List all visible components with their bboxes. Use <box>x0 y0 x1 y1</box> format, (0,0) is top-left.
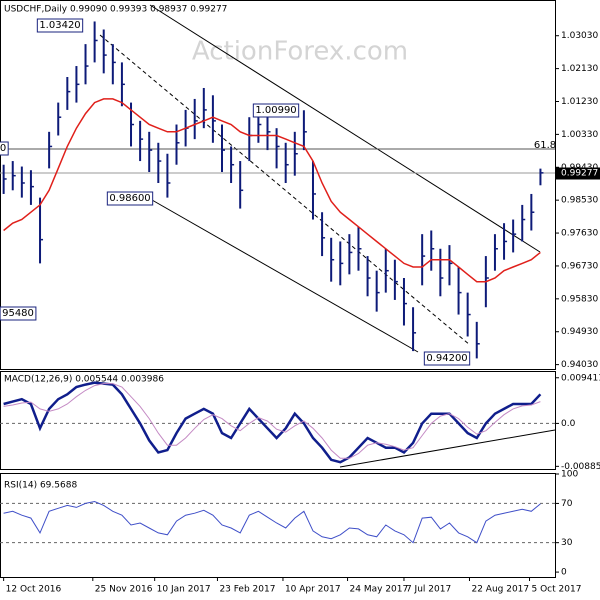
x-tick-label: 12 Oct 2016 <box>6 585 62 595</box>
x-tick-label: 5 Oct 2017 <box>532 585 582 595</box>
annotation: 0.98600 <box>109 193 150 204</box>
y-tick-label: 100 <box>561 470 578 480</box>
y-tick-label: 0.94930 <box>561 327 598 337</box>
series-line <box>3 381 542 464</box>
x-tick-label: 24 May 2017 <box>350 585 409 595</box>
y-tick-label: 1.01230 <box>561 97 598 107</box>
x-tick-label: 10 Jan 2017 <box>157 585 211 595</box>
y-tick-label: 1.00330 <box>561 130 598 140</box>
annotation-box <box>106 191 154 206</box>
annotation: 61.8 <box>534 140 556 151</box>
x-tick-label: 10 Apr 2017 <box>285 585 341 595</box>
channel-upper <box>149 4 541 253</box>
annotation-box <box>0 306 37 321</box>
annotation: 0 <box>0 143 6 154</box>
y-tick-label: 0.98530 <box>561 196 598 206</box>
annotation-box <box>423 351 471 366</box>
annotation: 1.00990 <box>255 105 296 116</box>
y-tick-label: 0.95830 <box>561 294 598 304</box>
macd-frame <box>0 371 556 470</box>
x-tick-label: 25 Nov 2016 <box>95 585 153 595</box>
macd-trendline <box>339 429 556 468</box>
y-tick-label: 1.02130 <box>561 64 598 74</box>
rsi-frame <box>0 473 556 578</box>
y-tick-label: 0.0 <box>561 419 576 429</box>
y-tick-label: 0.96730 <box>561 261 598 271</box>
last-price-label: 0.99277 <box>561 169 598 179</box>
price-frame <box>0 0 556 370</box>
last-price-box <box>556 167 600 180</box>
plot: 1.030301.021301.012301.003300.994300.985… <box>0 18 600 595</box>
rsi-header: RSI(14) 69.5688 <box>4 481 77 491</box>
price-header: USDCHF,Daily 0.99090 0.99393 0.98937 0.9… <box>4 5 227 15</box>
annotation: 95480 <box>2 308 34 319</box>
y-tick-label: -0.008852 <box>561 462 600 472</box>
series-line <box>3 98 541 283</box>
annotation-box <box>0 141 9 156</box>
x-tick-label: 23 Feb 2017 <box>219 585 275 595</box>
y-tick-label: 0.94030 <box>561 360 598 370</box>
series-line <box>3 500 541 544</box>
y-tick-label: 0.97630 <box>561 229 598 239</box>
macd-header: MACD(12,26,9) 0.005544 0.003986 <box>4 375 164 385</box>
annotation-box <box>36 18 84 33</box>
annotation: 0.94200 <box>426 353 467 364</box>
x-tick-label: 7 Jul 2017 <box>406 585 451 595</box>
channel-mid <box>99 34 471 346</box>
x-tick-label: 22 Aug 2017 <box>471 585 529 595</box>
annotation: 1.03420 <box>39 20 80 31</box>
watermark: ActionForex.com <box>192 37 408 67</box>
y-tick-label: 0.009411 <box>561 373 600 383</box>
y-tick-label: 0 <box>561 568 567 578</box>
series-line <box>3 383 541 459</box>
y-tick-label: 30 <box>561 538 573 548</box>
channel-lower <box>144 195 419 353</box>
y-tick-label: 70 <box>561 499 573 509</box>
y-tick-label: 1.03030 <box>561 31 598 41</box>
annotation-box <box>252 103 300 118</box>
